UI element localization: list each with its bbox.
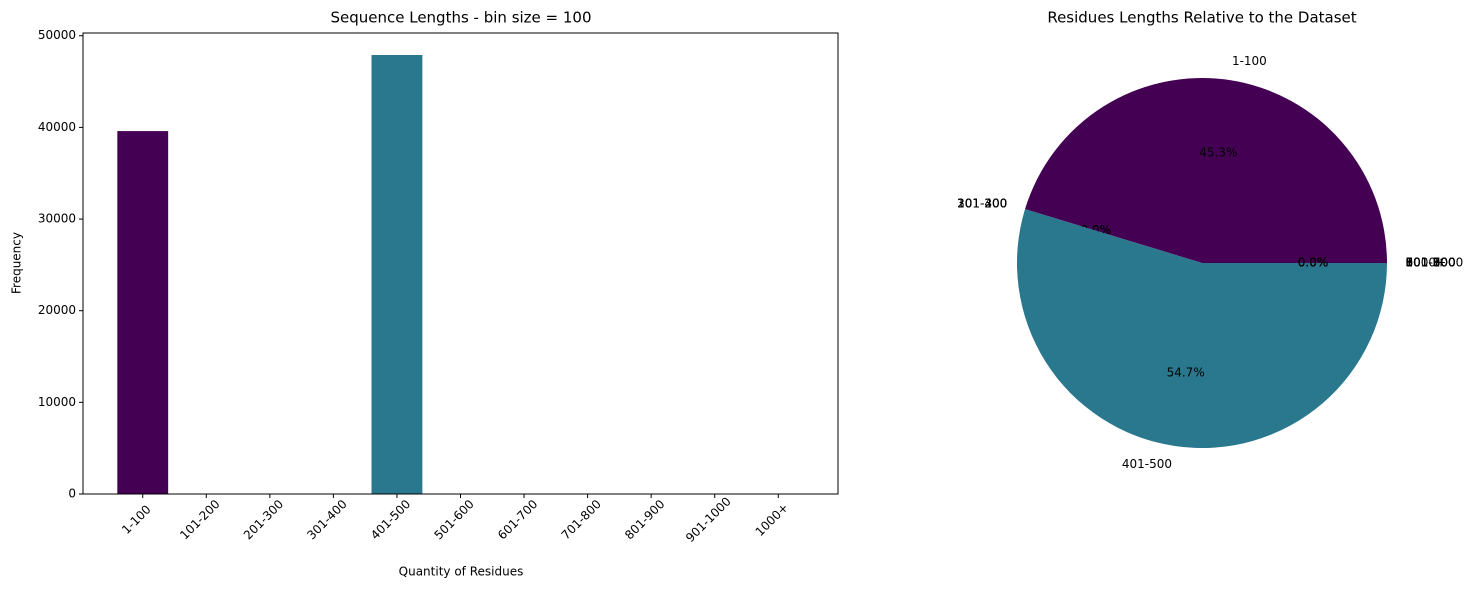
x-tick-label: 1000+: [753, 500, 792, 539]
slice-label: 301-400: [957, 196, 1007, 210]
percent-label: 0.0%: [1298, 256, 1329, 270]
x-tick-label: 901-1000: [683, 494, 734, 545]
percent-label: 0.0%: [1298, 256, 1329, 270]
slice-label: 401-500: [1122, 457, 1172, 471]
slice-label: 1-100: [1232, 54, 1267, 68]
slice-label: 1000+: [1406, 256, 1447, 270]
x-tick-label: 1-100: [119, 502, 154, 537]
bar: [371, 54, 423, 494]
slice-label: 101-200: [957, 196, 1007, 210]
x-tick-label: 701-800: [559, 497, 604, 542]
x-tick-label: 801-900: [622, 497, 667, 542]
percent-label: 0.0%: [1298, 256, 1329, 270]
slice-label: 701-800: [1406, 256, 1456, 270]
x-tick-label: 101-200: [177, 497, 222, 542]
percent-label: 45.3%: [1199, 146, 1237, 160]
plot-frame: [82, 32, 839, 495]
pie-title: Residues Lengths Relative to the Dataset: [1047, 9, 1356, 27]
x-tick-label: 301-400: [304, 497, 349, 542]
slice-label: 201-300: [957, 196, 1007, 210]
x-tick-label: 601-700: [495, 497, 540, 542]
y-tick-label: 50000: [38, 28, 76, 42]
slice-label: 801-900: [1406, 256, 1456, 270]
bar: [117, 131, 169, 494]
bar-title: Sequence Lengths - bin size = 100: [330, 9, 591, 27]
y-tick-label: 30000: [38, 212, 76, 226]
y-tick-label: 40000: [38, 120, 76, 134]
y-axis-label: Frequency: [10, 232, 24, 294]
x-tick-label: 501-600: [431, 497, 476, 542]
slice-label: 501-600: [1406, 256, 1456, 270]
percent-label: 0.0%: [1298, 256, 1329, 270]
slice-label: 601-700: [1406, 256, 1456, 270]
x-tick-label: 201-300: [241, 497, 286, 542]
percent-label: 0.0%: [1298, 256, 1329, 270]
percent-label: 54.7%: [1167, 365, 1205, 379]
x-tick-label: 401-500: [368, 497, 413, 542]
pie-slice: [1017, 209, 1387, 449]
slice-label: 901-1000: [1406, 256, 1464, 270]
y-tick-label: 20000: [38, 303, 76, 317]
percent-label: 0.0%: [1298, 256, 1329, 270]
pie-slice: [1025, 78, 1387, 264]
y-tick-label: 0: [68, 487, 76, 501]
x-axis-label: Quantity of Residues: [399, 565, 524, 579]
y-tick-label: 10000: [38, 395, 76, 409]
